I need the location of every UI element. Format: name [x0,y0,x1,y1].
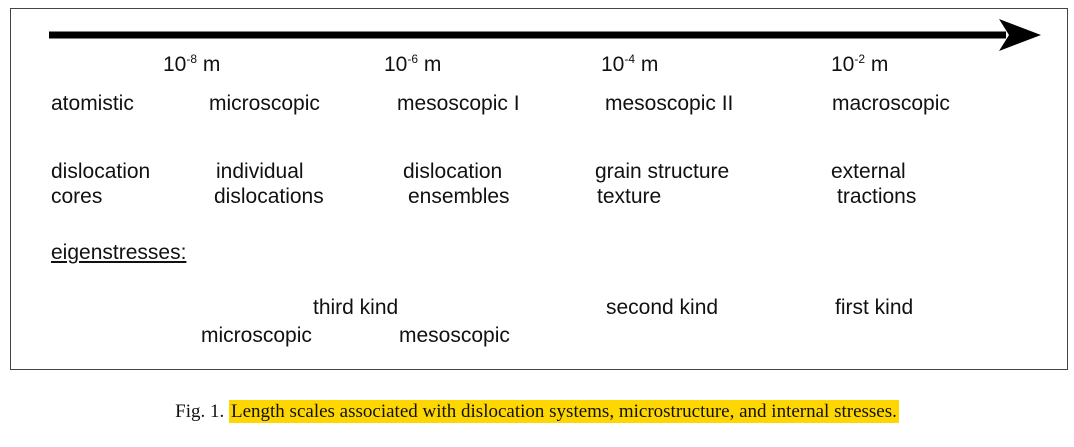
structure-5-line2: tractions [837,185,917,208]
structure-4-line2: texture [597,185,662,208]
structure-2-line1: individual [216,160,304,183]
structure-3-line2: ensembles [408,185,510,208]
level-mesoscopic-2: mesoscopic II [605,92,734,115]
level-macroscopic: macroscopic [832,92,950,115]
scale-label-1e-4: 10-4 m [601,52,659,76]
figure-caption: Fig. 1. Length scales associated with di… [0,400,1074,424]
eigen-first-kind: first kind [835,296,914,319]
caption-text: Length scales associated with dislocatio… [228,400,899,423]
structure-2-line2: dislocations [214,185,324,208]
structure-3-line1: dislocation [403,160,503,183]
scale-label-1e-2: 10-2 m [831,52,889,76]
structure-1-line2: cores [51,185,103,208]
structure-4-line1: grain structure [595,160,730,183]
level-microscopic: microscopic [209,92,320,115]
scale-label-1e-6: 10-6 m [384,52,442,76]
eigen-third-microscopic: microscopic [201,324,312,347]
eigen-third-mesoscopic: mesoscopic [399,324,510,347]
length-axis-arrow [49,19,1041,51]
scale-label-1e-8: 10-8 m [163,52,221,76]
structure-5-line1: external [831,160,906,183]
structure-1-line1: dislocation [51,160,151,183]
diagram-frame: 10-8 m 10-6 m 10-4 m 10-2 m atomistic mi… [10,8,1068,370]
eigenstresses-heading: eigenstresses: [51,241,187,264]
eigen-second-kind: second kind [606,296,719,319]
level-atomistic: atomistic [51,92,134,115]
caption-label: Fig. 1. [175,401,225,422]
arrow-head-icon [999,19,1041,51]
level-mesoscopic-1: mesoscopic I [397,92,520,115]
eigen-third-kind: third kind [313,296,399,319]
